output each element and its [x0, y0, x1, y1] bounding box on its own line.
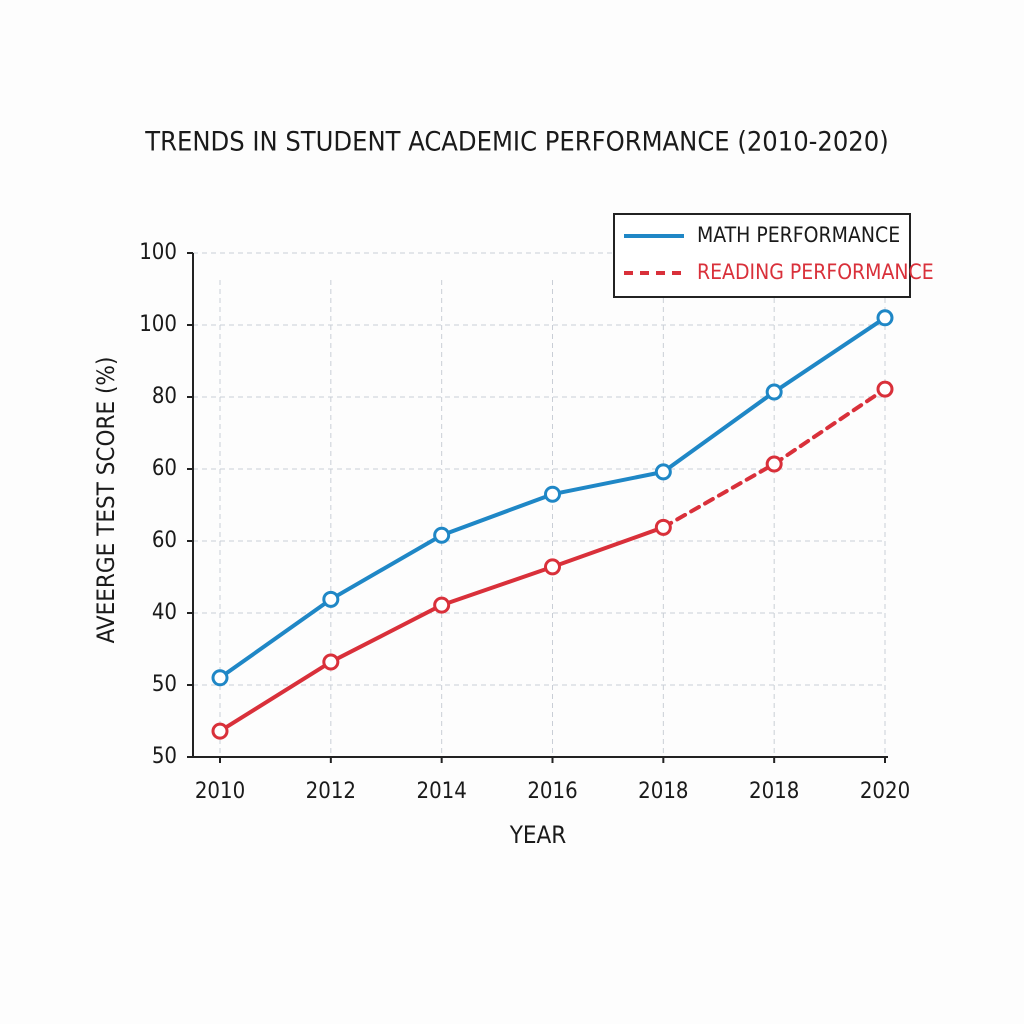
legend-box: [613, 213, 911, 298]
data-point: [433, 596, 451, 614]
data-point: [211, 722, 229, 740]
y-tick-label: 100: [139, 312, 177, 337]
plot-area: [211, 309, 894, 740]
y-tick-label: 40: [152, 600, 177, 625]
data-point: [544, 558, 561, 576]
x-tick-label: 2020: [860, 779, 910, 804]
y-axis-label: AVEERGE TEST SCORE (%): [92, 357, 120, 644]
y-tick-label: 60: [152, 528, 177, 553]
data-point: [433, 526, 451, 544]
line-segment: [218, 659, 333, 734]
x-tick-label: 2014: [416, 779, 466, 804]
line-segment: [218, 597, 333, 680]
line-segment: [439, 492, 555, 538]
line-segment: [661, 389, 777, 474]
data-point: [654, 518, 672, 536]
data-point: [544, 485, 561, 503]
data-point: [765, 383, 783, 401]
x-tick-label: 2012: [306, 779, 356, 804]
line-segment: [328, 603, 444, 664]
data-point: [876, 309, 894, 327]
y-tick-label: 50: [152, 744, 177, 769]
x-tick-label: 2018: [749, 779, 799, 804]
legend-label: READING PERFORMANCE: [697, 260, 934, 284]
x-tick-label: 2018: [638, 779, 688, 804]
data-point: [211, 669, 229, 687]
x-axis-label: YEAR: [509, 821, 567, 849]
legend-label: MATH PERFORMANCE: [697, 223, 900, 247]
line-segment: [772, 315, 887, 394]
data-point: [876, 380, 894, 398]
line-segment: [550, 525, 666, 569]
line-segment: [772, 387, 887, 466]
line-segment: [550, 469, 666, 497]
y-tick-label: 60: [152, 456, 177, 481]
y-tick-label: 80: [152, 384, 177, 409]
x-tick-label: 2016: [527, 779, 577, 804]
y-tick-label: 50: [152, 672, 177, 697]
x-tick-label: 2010: [195, 779, 245, 804]
line-segment: [328, 533, 444, 602]
data-point: [765, 455, 783, 473]
y-tick-label: 100: [139, 240, 177, 265]
data-point: [654, 463, 672, 481]
data-point: [322, 653, 340, 671]
line-segment: [661, 461, 777, 530]
line-segment: [439, 564, 555, 608]
chart-title: TRENDS IN STUDENT ACADEMIC PERFORMANCE (…: [144, 127, 888, 158]
data-point: [322, 590, 340, 608]
